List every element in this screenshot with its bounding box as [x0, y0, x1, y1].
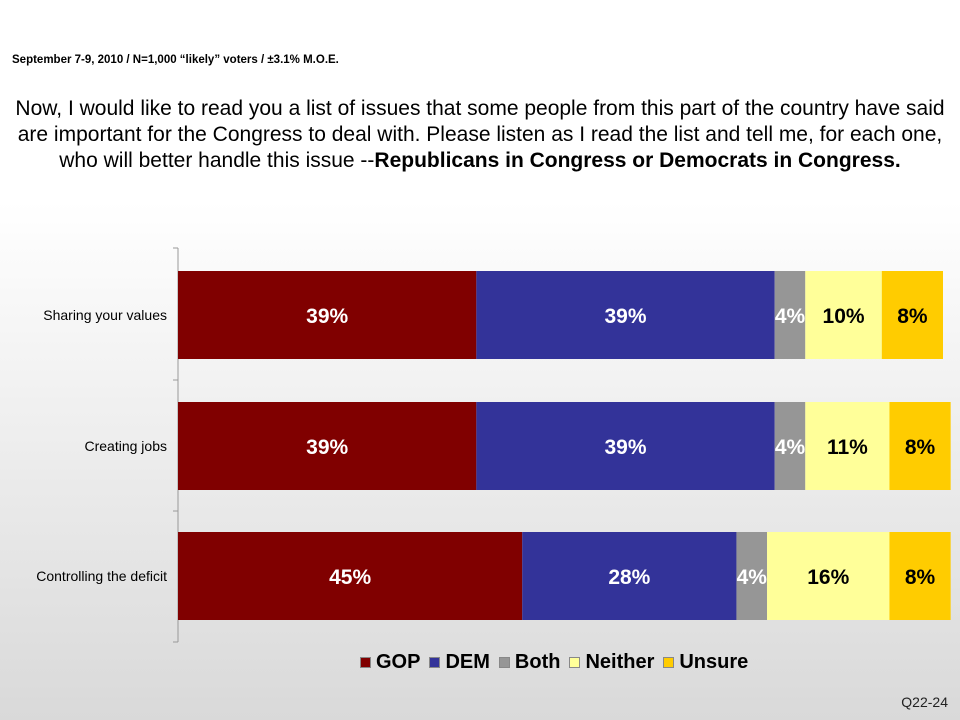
data-label: 16% — [807, 566, 849, 589]
data-label: 45% — [329, 566, 371, 589]
legend-item-neither: Neither — [569, 651, 654, 674]
legend-label: DEM — [445, 650, 490, 673]
question-plain: Now, I would like to read you a list of … — [15, 97, 945, 172]
legend-label: Unsure — [679, 650, 749, 673]
data-label: 28% — [608, 566, 650, 589]
category-label: Sharing your values — [43, 307, 167, 323]
category-label: Creating jobs — [85, 438, 168, 454]
bar-segment-unsure — [889, 532, 951, 620]
data-label: 10% — [823, 305, 865, 328]
bar-segment-both — [774, 271, 806, 359]
chart-legend: GOP DEM Both Neither Unsure — [360, 650, 748, 674]
data-label: 8% — [897, 305, 928, 328]
data-label: 4% — [775, 436, 806, 459]
bar-segment-dem — [476, 271, 775, 359]
bar-segment-dem — [522, 532, 737, 620]
legend-item-dem: DEM — [429, 650, 490, 674]
bar-segment-unsure — [881, 271, 943, 359]
bar-segment-gop — [178, 402, 477, 490]
bar-segment-neither — [767, 532, 890, 620]
source-note: September 7-9, 2010 / N=1,000 “likely” v… — [12, 54, 339, 66]
question-code: Q22-24 — [901, 694, 948, 710]
bar-segment-dem — [476, 402, 775, 490]
bar-segment-both — [774, 402, 806, 490]
bar-segment-unsure — [889, 402, 951, 490]
data-label: 39% — [306, 436, 348, 459]
bar-segment-neither — [805, 402, 890, 490]
data-label: 8% — [905, 566, 936, 589]
legend-label: GOP — [376, 650, 421, 673]
legend-swatch — [498, 656, 510, 668]
data-label: 39% — [306, 305, 348, 328]
legend-swatch — [360, 656, 371, 668]
question-bold: Republicans in Congress or Democrats in … — [374, 149, 901, 172]
legend-item-gop: GOP — [360, 651, 420, 674]
data-label: 39% — [605, 436, 647, 459]
data-label: 4% — [737, 566, 768, 589]
bar-segment-both — [736, 532, 768, 620]
bar-segment-gop — [178, 271, 477, 359]
legend-item-unsure: Unsure — [663, 651, 748, 674]
legend-swatch — [663, 656, 675, 668]
question-text: Now, I would like to read you a list of … — [0, 96, 960, 174]
bar-segment-neither — [805, 271, 882, 359]
bar-segment-gop — [178, 532, 523, 620]
data-label: 11% — [827, 436, 868, 459]
legend-label: Both — [514, 650, 561, 673]
data-label: 39% — [605, 305, 647, 328]
legend-item-both: Both — [498, 650, 561, 674]
category-label: Controlling the deficit — [36, 568, 167, 584]
data-label: 8% — [905, 436, 936, 459]
data-label: 4% — [775, 305, 806, 328]
legend-swatch — [429, 656, 441, 668]
legend-label: Neither — [585, 650, 655, 673]
legend-swatch — [569, 656, 581, 668]
